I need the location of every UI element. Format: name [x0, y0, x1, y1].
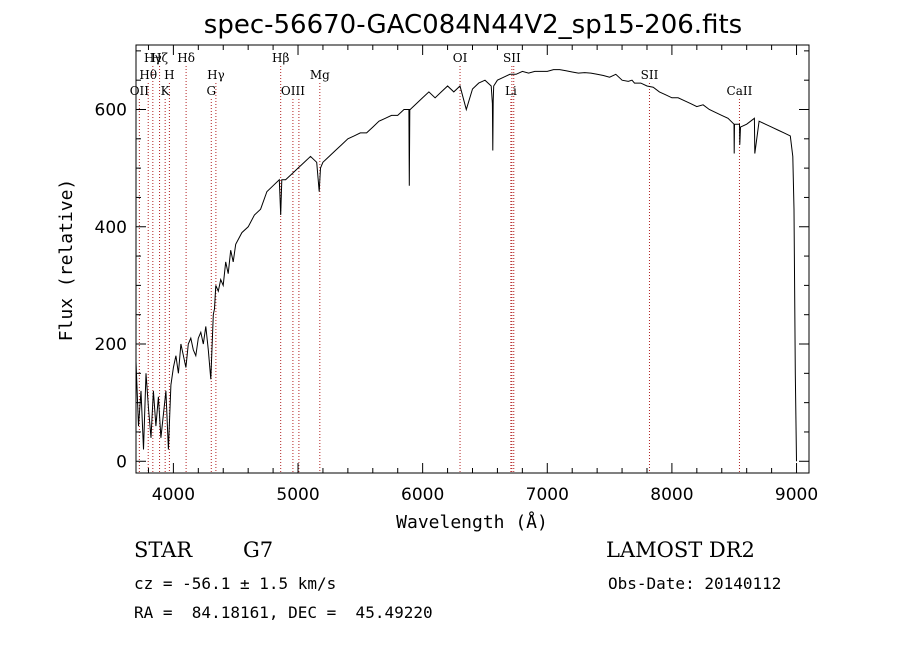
coordinates: RA = 84.18161, DEC = 45.49220	[134, 603, 433, 622]
x-axis-ticks: 4000 5000 6000 7000 8000 9000	[147, 45, 818, 505]
spectral-line-label: OII	[130, 84, 150, 98]
chart-title: spec-56670-GAC084N44V2_sp15-206.fits	[204, 10, 742, 40]
spectral-class: G7	[243, 538, 274, 562]
observation-date: Obs-Date: 20140112	[608, 574, 782, 593]
redshift-velocity: cz = -56.1 ± 1.5 km/s	[134, 574, 337, 593]
spectrum-line	[135, 69, 797, 462]
spectral-line-label: OI	[453, 51, 468, 65]
y-axis-ticks: 0 200 400 600	[95, 50, 809, 472]
spectral-line-label: SII	[503, 51, 521, 65]
x-axis-label: Wavelength (Å)	[396, 511, 548, 533]
survey-name: LAMOST DR2	[606, 538, 755, 562]
spectral-line-label: Hθ	[139, 68, 157, 82]
spectral-line-label: Li	[505, 84, 517, 98]
spectral-line-markers	[138, 66, 740, 473]
spectral-line-label: Hζ	[151, 51, 168, 65]
spectral-line-label: SII	[641, 68, 659, 82]
x-tick-label: 4000	[152, 485, 195, 505]
spectral-line-label: Hγ	[207, 68, 225, 82]
y-tick-label: 200	[95, 335, 127, 355]
spectral-line-label: Hδ	[177, 51, 195, 65]
spectral-line-label: Hβ	[272, 51, 289, 65]
y-tick-label: 400	[95, 218, 127, 238]
spectral-line-label: Hγ	[144, 51, 162, 65]
x-tick-label: 8000	[650, 485, 693, 505]
x-tick-label: 5000	[276, 485, 319, 505]
x-tick-label: 7000	[526, 485, 569, 505]
spectral-line-label: CaII	[727, 84, 753, 98]
y-tick-label: 0	[116, 452, 127, 472]
spectral-line-label: Mg	[310, 68, 330, 82]
x-tick-label: 9000	[775, 485, 818, 505]
plot-frame	[135, 44, 810, 474]
spectral-line-label: H	[164, 68, 174, 82]
y-tick-label: 600	[95, 100, 127, 120]
y-axis-label: Flux (relative)	[56, 179, 77, 342]
spectral-line-label: K	[161, 84, 171, 98]
spectral-line-label: OIII	[281, 84, 305, 98]
x-tick-label: 6000	[401, 485, 444, 505]
spectral-line-label: G	[206, 84, 216, 98]
object-type: STAR	[134, 538, 193, 562]
